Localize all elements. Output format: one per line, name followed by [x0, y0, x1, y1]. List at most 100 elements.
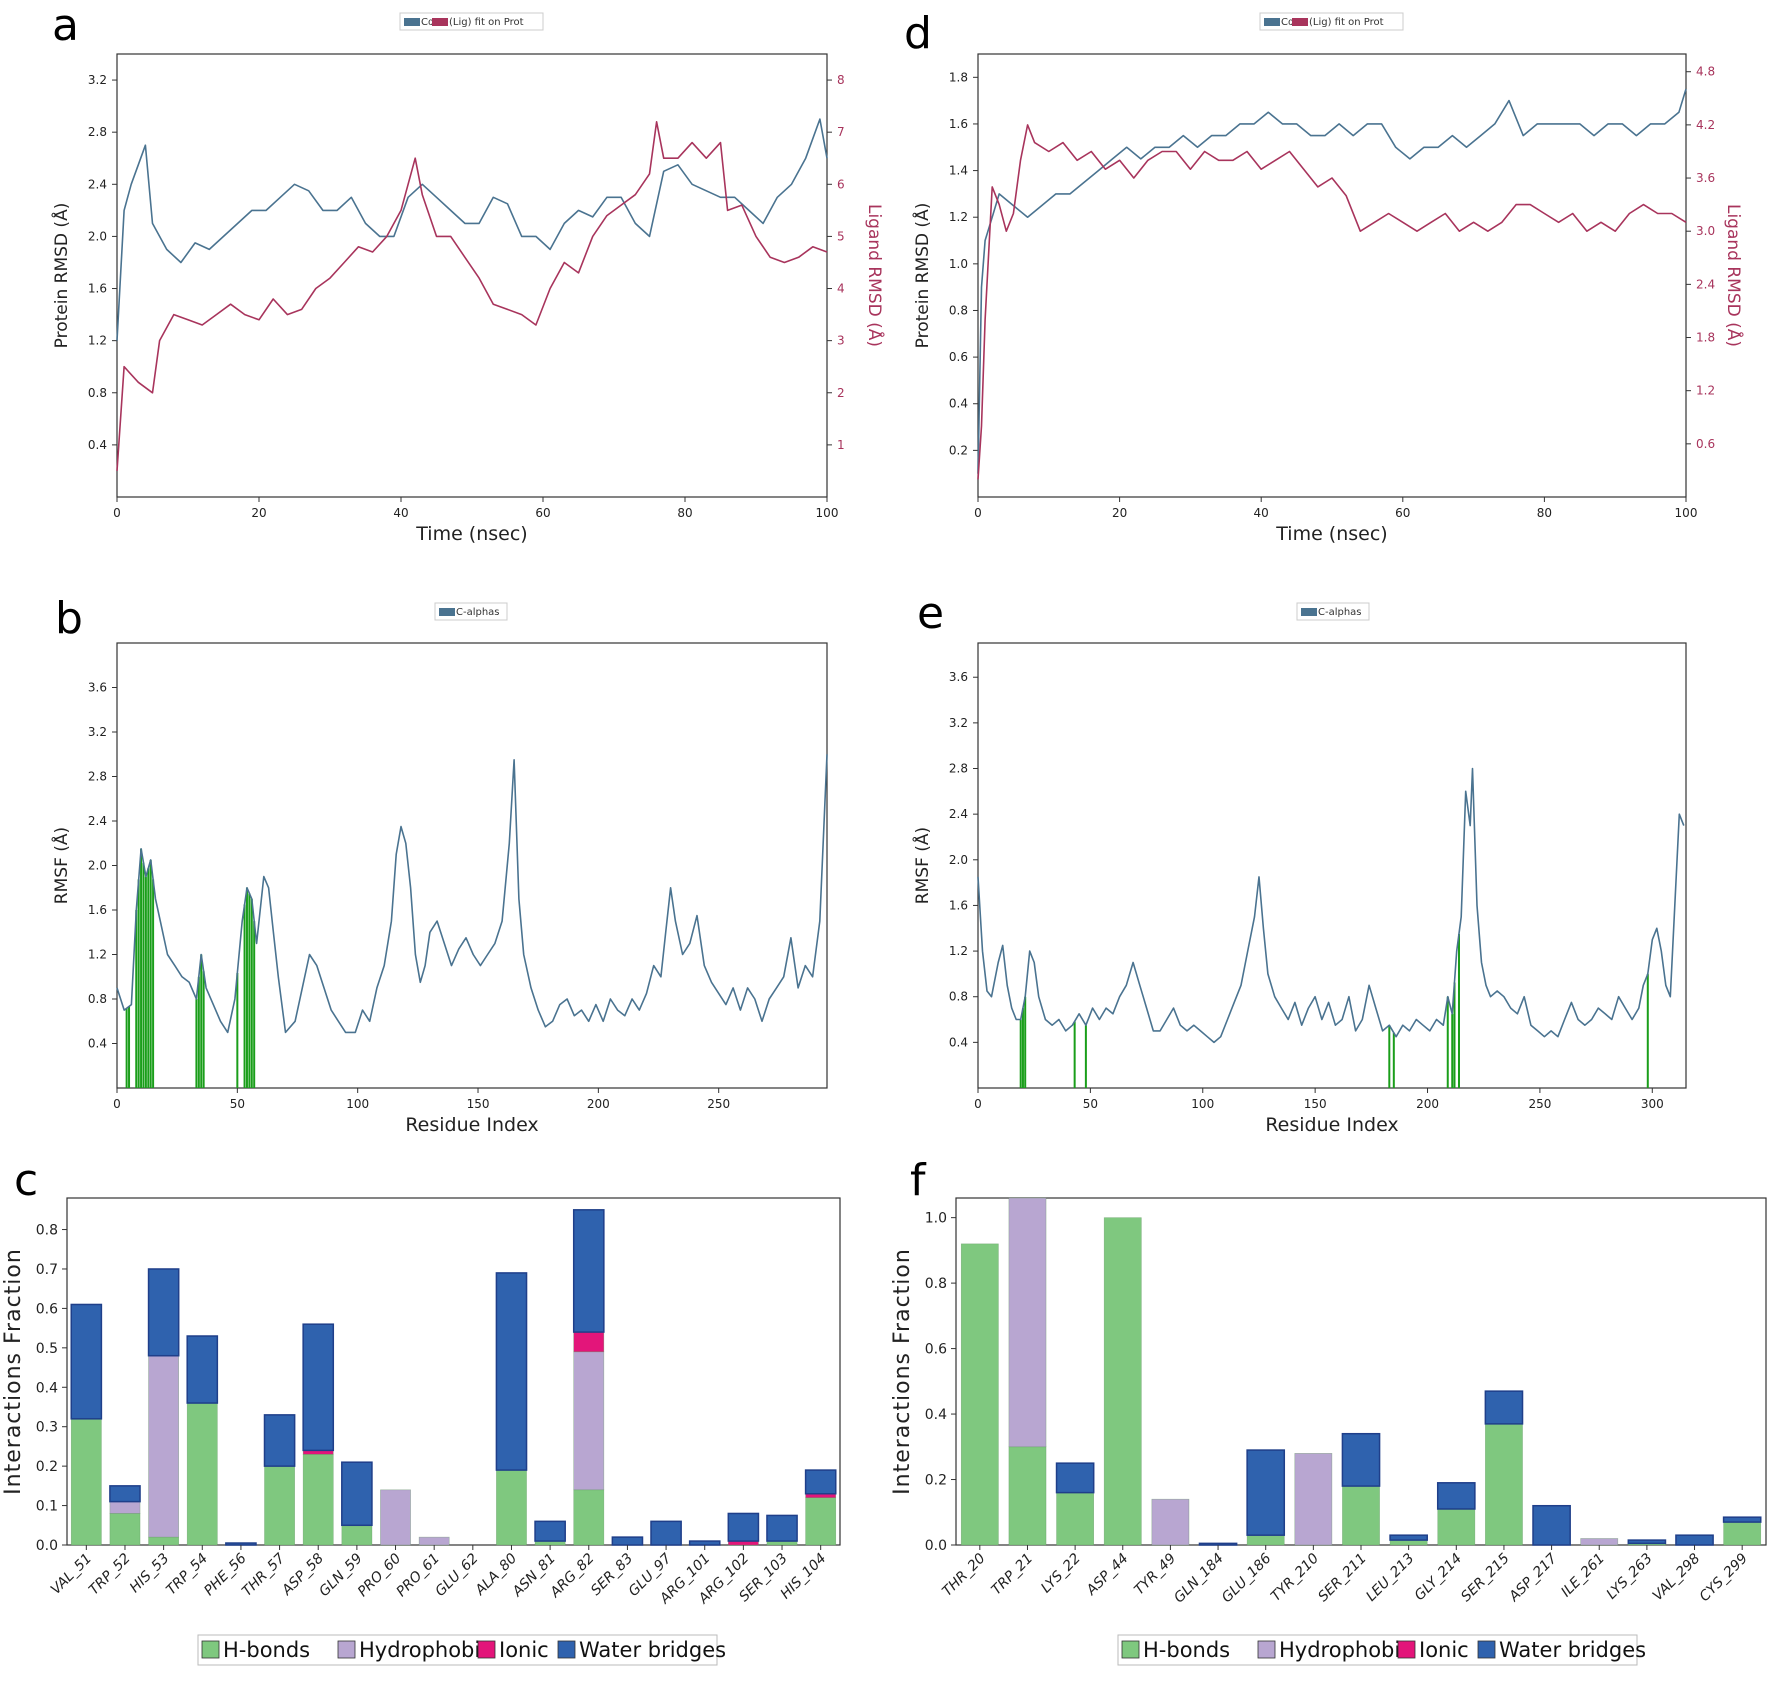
y-axis-label-d: Protein RMSD (Å) [911, 203, 933, 349]
y-tick-label-b: 3.2 [88, 725, 107, 739]
x-tick-label-a: 100 [816, 506, 839, 520]
bar-water-bridges-f [1675, 1534, 1714, 1546]
bar-hydrophobic-c [109, 1501, 141, 1514]
y-right-tick-label-d: 1.8 [1696, 331, 1715, 345]
panel-letter-e: e [917, 588, 944, 639]
legend-swatch-h-bonds-f [1121, 1640, 1140, 1659]
legend-swatch-h-bonds-c [201, 1640, 220, 1659]
panel-letter-a: a [52, 0, 79, 51]
y-axis-label-c: Interactions Fraction [1, 1248, 26, 1495]
y-tick-label-b: 2.0 [88, 859, 107, 873]
x-tick-label-f: THR_20 [939, 1550, 988, 1599]
x-tick-label-f: ILE_261 [1558, 1551, 1608, 1601]
bar-water-bridges-f [1198, 1542, 1238, 1546]
y-tick-label-e: 2.0 [949, 853, 968, 867]
y-tick-label-a: 3.2 [88, 73, 107, 87]
y-tick-label-b: 3.6 [88, 681, 107, 695]
bar-h-bonds-f [1342, 1485, 1380, 1546]
x-tick-label-f: TRP_21 [989, 1551, 1037, 1599]
bar-hydrophobic-f [1294, 1453, 1333, 1546]
y-tick-label-d: 1.6 [949, 117, 968, 131]
bar-h-bonds-c [573, 1489, 605, 1546]
plot-frame-a [116, 53, 828, 498]
y-right-tick-label-a: 7 [837, 125, 845, 139]
y-tick-label-e: 1.6 [949, 898, 968, 912]
bar-h-bonds-c [496, 1469, 527, 1546]
bar-h-bonds-c [805, 1497, 837, 1546]
y-right-tick-label-a: 3 [837, 334, 845, 348]
x-axis-label-a: Time (nsec) [415, 523, 527, 545]
legend-d: Cα (Lig) fit on Prot [1259, 12, 1404, 31]
y-tick-label-d: 0.4 [949, 397, 968, 411]
y-tick-label-b: 0.8 [88, 992, 107, 1006]
bar-water-bridges-c [302, 1323, 335, 1452]
panel-letter-b: b [55, 593, 83, 644]
legend-label-water-bridges-f: Water bridges [1499, 1638, 1646, 1662]
panel-letter-f: f [910, 1155, 927, 1206]
y-right-tick-label-a: 8 [837, 73, 845, 87]
legend-swatch-ligand-a [432, 18, 448, 26]
x-tick-label-f: ASP_44 [1083, 1551, 1132, 1600]
y-right-tick-label-a: 1 [837, 438, 845, 452]
x-tick-label-b: 100 [346, 1097, 369, 1111]
bar-hydrophobic-f [1580, 1538, 1619, 1546]
charts-layer: 0 20 40 60 80 1000.40.81.21.62.02.42.83.21234… [1, 12, 1767, 1666]
bar-hydrophobic-c [380, 1489, 411, 1546]
y-tick-label-d: 1.4 [949, 164, 968, 178]
x-tick-label-d: 80 [1537, 506, 1552, 520]
legend-label-protein-a: Cα [421, 17, 435, 28]
legend-label-protein-d: Cα [1281, 17, 1295, 28]
x-tick-label-f: CYS_299 [1697, 1550, 1751, 1604]
y-tick-label-e: 1.2 [949, 944, 968, 958]
legend-e: C-alphas [1296, 602, 1370, 621]
bar-water-bridges-c [611, 1536, 644, 1546]
y-tick-label-e: 2.4 [949, 807, 968, 821]
x-tick-label-e: 150 [1304, 1097, 1327, 1111]
bar-h-bonds-c [264, 1465, 295, 1546]
ligand-rmsd-line-d [977, 124, 1687, 480]
y-axis-right-label-d: Ligand RMSD (Å) [1723, 204, 1745, 347]
x-tick-label-d: 100 [1675, 506, 1698, 520]
protein-line-d [977, 88, 1687, 474]
bar-hydrophobic-c [573, 1351, 605, 1491]
legend-label-ionic-f: Ionic [1419, 1638, 1469, 1662]
bar-water-bridges-c [572, 1209, 605, 1333]
y-right-tick-label-d: 1.2 [1696, 384, 1715, 398]
y-right-tick-label-a: 6 [837, 177, 845, 191]
legend-label-hydrophobic-f: Hydrophobic [1279, 1638, 1412, 1662]
panel-letter-c: c [14, 1155, 38, 1206]
legend-swatch-water-bridges-f [1477, 1640, 1496, 1659]
y-right-tick-label-d: 3.6 [1696, 171, 1715, 185]
y-tick-label-d: 1.8 [949, 70, 968, 84]
x-tick-label-f: VAL_298 [1650, 1550, 1704, 1604]
y-axis-right-label-a: Ligand RMSD (Å) [864, 204, 886, 347]
y-tick-label-a: 2.4 [88, 177, 107, 191]
y-tick-label-a: 0.8 [88, 386, 107, 400]
ligand-rmsd-line-a [116, 121, 828, 471]
legend-swatch-hydrophobic-f [1257, 1640, 1276, 1659]
legend-swatch-protein-a [404, 18, 420, 26]
y-tick-label-b: 1.6 [88, 903, 107, 917]
x-tick-label-c: THR_57 [239, 1550, 288, 1599]
y-right-tick-label-d: 4.8 [1696, 65, 1715, 79]
x-tick-label-a: 80 [677, 506, 692, 520]
y-right-tick-label-d: 2.4 [1696, 277, 1715, 291]
plot-frame-d [977, 53, 1687, 498]
legend-label-h-bonds-f: H-bonds [1143, 1638, 1230, 1662]
bar-water-bridges-f [1484, 1390, 1524, 1425]
bar-water-bridges-f [1722, 1516, 1762, 1523]
legend-f: H-bonds Hydrophobic Ionic Water bridges [1117, 1634, 1646, 1666]
y-right-tick-label-d: 3.0 [1696, 224, 1715, 238]
bar-water-bridges-f [1055, 1462, 1095, 1494]
panel-letter-d: d [904, 8, 932, 59]
bar-h-bonds-c [302, 1454, 334, 1546]
bar-hydrophobic-f [1008, 1197, 1047, 1448]
bar-water-bridges-c [727, 1512, 760, 1542]
y-tick-label-c: 0.8 [36, 1223, 58, 1239]
x-tick-label-f: GLN_184 [1171, 1551, 1227, 1607]
bar-h-bonds-c [148, 1536, 179, 1546]
y-tick-label-f: 0.2 [925, 1473, 947, 1489]
y-tick-label-b: 2.4 [88, 814, 107, 828]
